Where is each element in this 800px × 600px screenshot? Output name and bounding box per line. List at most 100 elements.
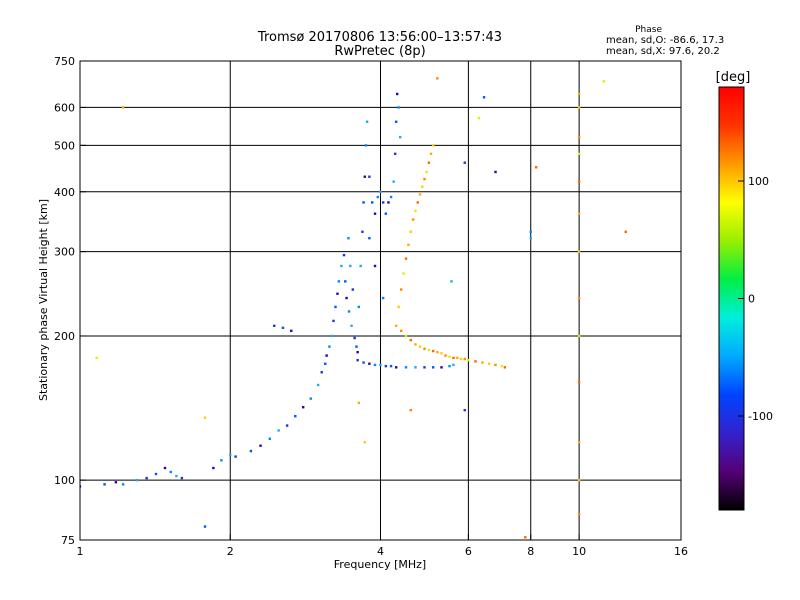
- data-point: [175, 474, 178, 478]
- data-point: [395, 92, 399, 96]
- data-point: [624, 230, 627, 233]
- y-tick-label: 600: [54, 101, 75, 114]
- data-point: [456, 356, 459, 360]
- x-tick-label: 8: [527, 545, 534, 558]
- chart-title: Tromsø 20170806 13:56:00–13:57:43: [257, 30, 502, 45]
- phase-stats-o: mean, sd,O: -86.6, 17.3: [606, 35, 724, 46]
- data-point: [347, 310, 351, 313]
- data-point: [393, 152, 397, 156]
- data-point: [427, 161, 431, 164]
- x-axis-ticks: 1 2 4 6 8 10 16: [77, 534, 688, 558]
- data-point: [103, 483, 106, 486]
- data-point: [404, 366, 408, 369]
- data-point: [414, 366, 417, 369]
- data-point: [328, 345, 331, 348]
- data-point: [414, 343, 417, 346]
- data-point: [344, 280, 347, 283]
- data-point: [268, 437, 271, 440]
- data-point: [524, 536, 527, 539]
- data-point: [145, 476, 148, 480]
- data-point: [394, 324, 398, 328]
- data-point: [121, 106, 125, 109]
- data-point: [494, 363, 497, 367]
- grid-lines: [80, 61, 681, 540]
- data-point: [452, 356, 455, 360]
- data-point: [534, 166, 538, 169]
- data-point: [577, 512, 581, 516]
- data-point: [357, 401, 361, 405]
- data-point: [429, 152, 433, 156]
- data-point: [342, 253, 346, 257]
- data-point: [359, 264, 362, 268]
- data-point: [180, 476, 184, 480]
- x-tick-label: 1: [77, 545, 84, 558]
- phase-heading: Phase: [635, 25, 662, 35]
- data-point: [345, 296, 348, 300]
- data-point: [387, 201, 390, 204]
- data-point: [320, 371, 323, 374]
- data-point: [368, 236, 371, 240]
- data-point: [577, 212, 581, 215]
- data-point: [482, 96, 486, 99]
- data-point: [577, 478, 581, 482]
- colorbar-ticks: 100 0 -100: [738, 175, 773, 423]
- data-point: [169, 470, 172, 474]
- data-point: [427, 348, 431, 352]
- data-point: [448, 364, 451, 368]
- data-point: [325, 354, 328, 357]
- data-point: [362, 201, 365, 204]
- data-point: [350, 324, 353, 328]
- data-point: [399, 329, 403, 333]
- y-tick-label: 500: [54, 139, 75, 152]
- data-point: [135, 478, 139, 482]
- data-point: [431, 366, 435, 369]
- data-point: [249, 449, 253, 453]
- data-point: [404, 334, 408, 338]
- data-point: [163, 466, 167, 470]
- data-point: [503, 366, 507, 369]
- data-point: [409, 338, 412, 342]
- y-tick-label: 75: [61, 534, 75, 547]
- y-tick-label: 400: [54, 186, 75, 199]
- data-point: [440, 352, 443, 355]
- data-point: [418, 193, 422, 196]
- data-point: [577, 152, 581, 156]
- data-point: [363, 441, 366, 444]
- data-point: [404, 257, 408, 260]
- data-point: [577, 92, 581, 96]
- colorbar-tick-label: 0: [748, 293, 755, 306]
- data-point: [477, 116, 481, 120]
- data-point: [423, 347, 426, 351]
- data-point: [384, 364, 388, 368]
- data-point: [368, 362, 371, 365]
- data-point: [349, 264, 352, 268]
- data-point: [332, 319, 335, 323]
- data-point: [355, 345, 358, 348]
- data-point: [294, 414, 297, 418]
- colorbar-tick-label: 100: [748, 175, 769, 188]
- data-point: [373, 264, 377, 268]
- data-point: [500, 364, 504, 368]
- data-point: [394, 366, 398, 369]
- data-point: [309, 397, 312, 400]
- x-tick-label: 4: [377, 545, 384, 558]
- data-point: [423, 177, 426, 181]
- colorbar-tick-label: -100: [748, 410, 773, 423]
- data-point: [448, 355, 451, 358]
- data-point: [203, 525, 207, 528]
- data-point: [121, 483, 125, 486]
- data-point: [353, 336, 356, 340]
- phase-stats-x: mean, sd,X: 97.6, 20.2: [606, 46, 720, 57]
- data-point: [463, 357, 466, 361]
- data-point: [452, 363, 455, 367]
- data-point: [381, 201, 385, 204]
- data-point: [281, 326, 285, 330]
- data-point: [154, 472, 158, 476]
- data-point: [397, 106, 400, 109]
- x-axis-label: Frequency [MHz]: [334, 558, 426, 571]
- data-point: [425, 170, 428, 174]
- data-point: [361, 230, 364, 233]
- data-point: [340, 264, 343, 268]
- data-point: [324, 362, 327, 365]
- data-point: [379, 190, 382, 193]
